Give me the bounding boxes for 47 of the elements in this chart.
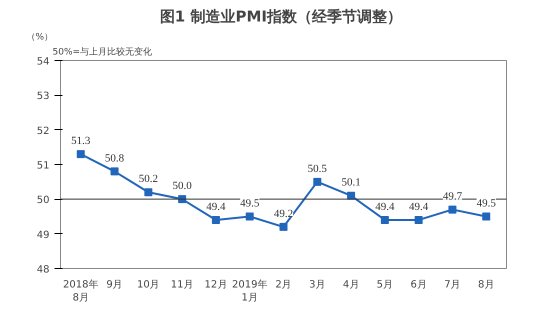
point bbox=[380, 216, 389, 224]
point bbox=[482, 212, 490, 220]
y-tick-label: 50 bbox=[36, 195, 50, 206]
data-label: 49.7 bbox=[442, 190, 463, 203]
x-tick-label: 12月 bbox=[204, 280, 228, 290]
y-tick-label: 54 bbox=[36, 56, 50, 68]
data-label: 50.8 bbox=[104, 152, 125, 164]
data-label: 50.5 bbox=[308, 162, 328, 175]
x-tick-label: 5月 bbox=[376, 280, 394, 290]
data-label: 49.4 bbox=[206, 200, 226, 213]
chart-title: 图1 制造业PMI指数（经季节调整） bbox=[160, 8, 402, 26]
x-tick-label: 2018年 8月 bbox=[63, 278, 98, 304]
data-label: 50.0 bbox=[172, 180, 192, 192]
y-tick-label: 48 bbox=[36, 264, 50, 276]
y-tick-label: 49 bbox=[36, 230, 50, 241]
x-tick-label: 11月 bbox=[170, 280, 194, 290]
y-tick-label: 51 bbox=[36, 160, 50, 172]
point bbox=[76, 150, 85, 158]
point bbox=[313, 178, 322, 186]
point bbox=[212, 216, 220, 224]
x-tick-label: 3月 bbox=[309, 280, 326, 290]
y-axis-title: （%） bbox=[26, 32, 54, 42]
data-label: 49.5 bbox=[240, 198, 260, 210]
x-tick-label: 10月 bbox=[136, 280, 160, 290]
point bbox=[110, 167, 119, 176]
point bbox=[246, 212, 254, 220]
x-tick-label: 2019年 1月 bbox=[232, 278, 268, 304]
data-label: 51.3 bbox=[71, 135, 91, 148]
x-tick-label: 8月 bbox=[478, 280, 494, 290]
data-label: 49.5 bbox=[476, 198, 496, 210]
text: 50%=与上月比较无变化 bbox=[52, 46, 152, 58]
point bbox=[448, 206, 456, 214]
data-label: 50.1 bbox=[341, 176, 361, 189]
x-tick-label: 4月 bbox=[342, 280, 360, 290]
x-tick-label: 6月 bbox=[410, 280, 427, 290]
point bbox=[144, 188, 152, 196]
data-label: 49.2 bbox=[274, 208, 294, 220]
point bbox=[414, 216, 423, 224]
x-tick-label: 2月 bbox=[275, 280, 292, 290]
y-tick-label: 53 bbox=[36, 91, 50, 102]
data-label: 49.4 bbox=[409, 200, 429, 213]
point bbox=[280, 222, 288, 231]
x-tick-label: 7月 bbox=[444, 280, 461, 290]
x-tick-label: 9月 bbox=[106, 280, 123, 290]
y-tick-label: 52 bbox=[36, 126, 50, 137]
data-label: 49.4 bbox=[375, 200, 395, 213]
data-label: 50.2 bbox=[138, 173, 158, 186]
